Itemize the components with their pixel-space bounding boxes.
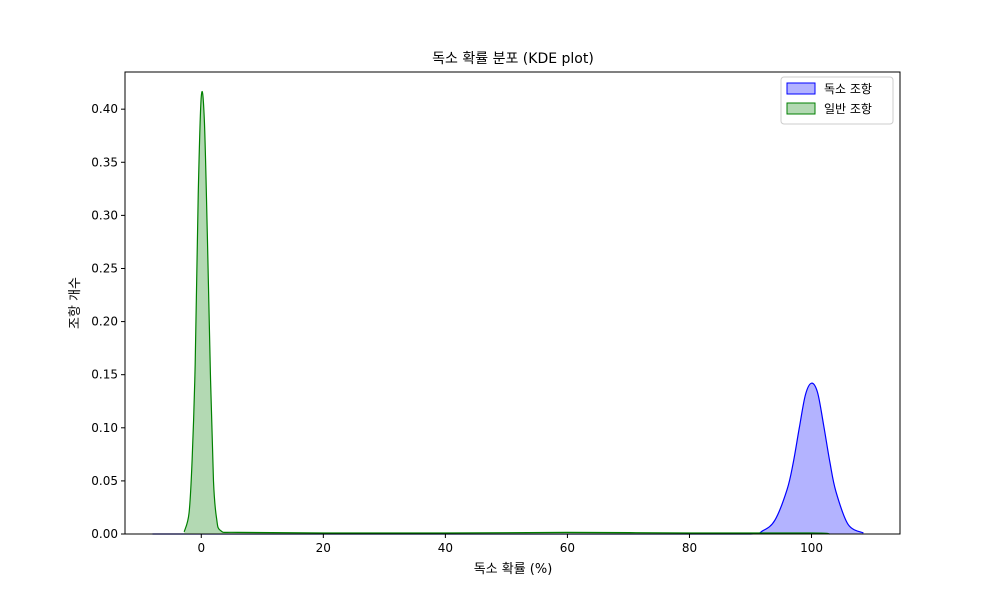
y-tick-label: 0.00 [91, 527, 118, 541]
y-tick-label: 0.35 [91, 155, 118, 169]
legend-label-toxic: 독소 조항 [824, 82, 872, 96]
y-axis-label: 조항 개수 [68, 277, 83, 329]
y-tick-label: 0.30 [91, 208, 118, 222]
x-axis: 0 20 40 60 80 100 [197, 534, 823, 555]
x-tick-label: 80 [682, 541, 697, 555]
y-tick-label: 0.20 [91, 315, 118, 329]
legend-label-normal: 일반 조항 [824, 102, 872, 116]
x-tick-label: 20 [316, 541, 331, 555]
y-tick-label: 0.40 [91, 102, 118, 116]
kde-line-normal [183, 90, 830, 535]
x-tick-label: 100 [800, 541, 823, 555]
chart-title: 독소 확률 분포 (KDE plot) [432, 51, 594, 67]
y-tick-label: 0.05 [91, 474, 118, 488]
x-axis-label: 독소 확률 (%) [474, 562, 553, 577]
x-tick-label: 40 [438, 541, 453, 555]
legend-swatch-toxic [786, 82, 816, 95]
x-tick-label: 0 [197, 541, 205, 555]
legend: 독소 조항 일반 조항 [780, 76, 894, 125]
y-tick-label: 0.15 [91, 368, 118, 382]
y-tick-label: 0.25 [91, 261, 118, 275]
x-tick-label: 60 [560, 541, 575, 555]
y-axis: 0.00 0.05 0.10 0.15 0.20 0.25 0.30 0.35 0.40 [91, 102, 125, 541]
legend-swatch-normal [786, 102, 816, 115]
kde-area-toxic [152, 383, 864, 534]
y-tick-label: 0.10 [91, 421, 118, 435]
plot-frame [124, 71, 901, 535]
